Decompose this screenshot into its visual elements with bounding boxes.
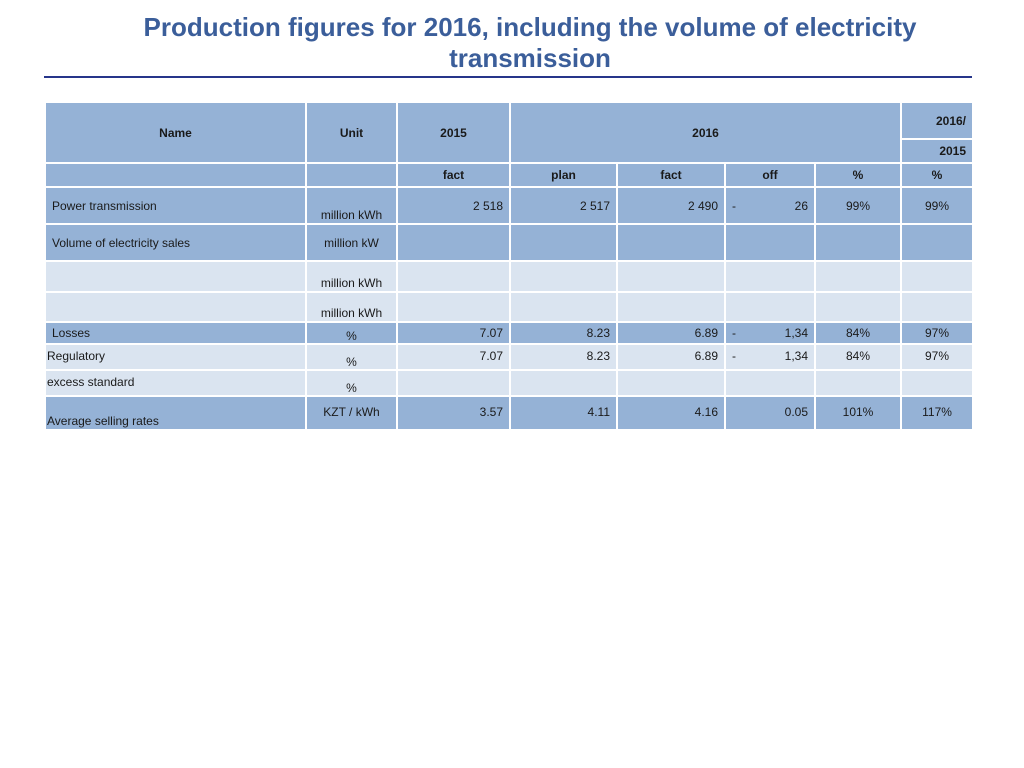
row-off: - 26 xyxy=(724,186,816,225)
row-percent: 101% xyxy=(813,395,903,431)
header-2016: 2016 xyxy=(508,101,903,164)
production-table: Name Unit 2015 2016 2016/ 2015 fact plan… xyxy=(44,101,975,431)
row-name xyxy=(44,260,307,293)
row-name: excess standard xyxy=(44,369,307,397)
row-unit: % xyxy=(305,321,398,345)
header-ratio-bottom: 2015 xyxy=(900,138,975,164)
row-percent xyxy=(813,260,903,293)
header-percent: % xyxy=(813,162,903,188)
row-fact-2015: 7.07 xyxy=(396,321,511,345)
row-name: Average selling rates xyxy=(44,395,307,431)
page-title: Production figures for 2016, including t… xyxy=(143,12,917,73)
row-name: Power transmission xyxy=(44,186,307,225)
table-row: Losses % 7.07 8.23 6.89 - 1,34 84% 97% xyxy=(44,321,975,345)
row-fact-2016: 4.16 xyxy=(616,395,726,431)
header-ratio-top: 2016/ xyxy=(900,101,975,140)
row-ratio: 97% xyxy=(900,321,975,345)
row-name: Losses xyxy=(44,321,307,345)
row-off: 0.05 xyxy=(724,395,816,431)
row-fact-2016 xyxy=(616,369,726,397)
row-plan-2016 xyxy=(509,291,618,323)
row-fact-2015 xyxy=(396,291,511,323)
header-plan-2016: plan xyxy=(509,162,618,188)
row-percent xyxy=(813,223,903,262)
row-fact-2016 xyxy=(616,291,726,323)
off-sign: - xyxy=(732,326,736,340)
table-row: million kWh xyxy=(44,260,975,293)
row-fact-2016: 2 490 xyxy=(616,186,726,225)
row-plan-2016 xyxy=(509,260,618,293)
off-value: 1,34 xyxy=(784,349,808,363)
header-fact-2016: fact xyxy=(616,162,726,188)
row-fact-2016: 6.89 xyxy=(616,321,726,345)
row-plan-2016: 4.11 xyxy=(509,395,618,431)
row-unit: million kWh xyxy=(305,186,398,225)
row-off xyxy=(724,223,816,262)
title-divider xyxy=(44,76,972,78)
row-off xyxy=(724,369,816,397)
row-ratio xyxy=(900,223,975,262)
row-name: Volume of electricity sales xyxy=(44,223,307,262)
row-percent: 99% xyxy=(813,186,903,225)
row-plan-2016: 8.23 xyxy=(509,321,618,345)
row-name: Regulatory xyxy=(44,343,307,371)
row-percent xyxy=(813,291,903,323)
row-fact-2015 xyxy=(396,223,511,262)
row-ratio: 97% xyxy=(900,343,975,371)
table-row: Volume of electricity sales million kW xyxy=(44,223,975,262)
header-unit: Unit xyxy=(305,101,398,164)
row-fact-2015 xyxy=(396,260,511,293)
row-ratio: 117% xyxy=(900,395,975,431)
row-plan-2016: 8.23 xyxy=(509,343,618,371)
off-value: 1,34 xyxy=(784,326,808,340)
table-row: million kWh xyxy=(44,291,975,323)
row-fact-2015: 2 518 xyxy=(396,186,511,225)
row-off: - 1,34 xyxy=(724,321,816,345)
header-blank xyxy=(305,162,398,188)
off-value: 0.05 xyxy=(784,405,808,419)
row-fact-2016 xyxy=(616,260,726,293)
row-unit: million kWh xyxy=(305,260,398,293)
row-ratio: 99% xyxy=(900,186,975,225)
header-blank xyxy=(44,162,307,188)
row-unit: KZT / kWh xyxy=(305,395,398,431)
row-unit: % xyxy=(305,343,398,371)
row-plan-2016: 2 517 xyxy=(509,186,618,225)
row-plan-2016 xyxy=(509,369,618,397)
row-fact-2016: 6.89 xyxy=(616,343,726,371)
row-off xyxy=(724,260,816,293)
header-2015: 2015 xyxy=(396,101,511,164)
row-percent: 84% xyxy=(813,321,903,345)
header-ratio-percent: % xyxy=(900,162,975,188)
row-name xyxy=(44,291,307,323)
row-ratio xyxy=(900,260,975,293)
row-unit: million kWh xyxy=(305,291,398,323)
table-row: excess standard % xyxy=(44,369,975,397)
off-value: 26 xyxy=(794,199,808,213)
row-fact-2016 xyxy=(616,223,726,262)
row-unit: million kW xyxy=(305,223,398,262)
row-unit: % xyxy=(305,369,398,397)
row-ratio xyxy=(900,291,975,323)
off-sign: - xyxy=(732,199,736,213)
off-sign: - xyxy=(732,349,736,363)
row-fact-2015: 3.57 xyxy=(396,395,511,431)
header-name: Name xyxy=(44,101,307,164)
table-row: Average selling rates KZT / kWh 3.57 4.1… xyxy=(44,395,975,431)
row-off: - 1,34 xyxy=(724,343,816,371)
row-off xyxy=(724,291,816,323)
table-row: Power transmission million kWh 2 518 2 5… xyxy=(44,186,975,225)
table-row: Regulatory % 7.07 8.23 6.89 - 1,34 84% 97… xyxy=(44,343,975,371)
row-percent: 84% xyxy=(813,343,903,371)
header-off: off xyxy=(724,162,816,188)
row-fact-2015 xyxy=(396,369,511,397)
row-fact-2015: 7.07 xyxy=(396,343,511,371)
row-plan-2016 xyxy=(509,223,618,262)
row-ratio xyxy=(900,369,975,397)
row-percent xyxy=(813,369,903,397)
header-fact-2015: fact xyxy=(396,162,511,188)
